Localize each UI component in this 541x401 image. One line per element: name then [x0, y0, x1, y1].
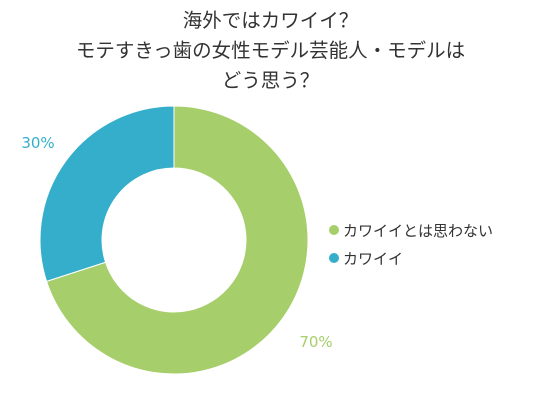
chart-title-line-3: どう思う？ [221, 69, 320, 92]
chart-title: 海外ではカワイイ？ モテすきっ歯の女性モデル芸能人・モデルは どう思う？ [0, 6, 541, 96]
donut-slice-1 [45, 105, 309, 375]
donut-slice-2 [39, 105, 175, 283]
legend-marker-2 [329, 253, 339, 263]
chart-title-line-1: 海外ではカワイイ？ [182, 9, 359, 32]
legend-marker-1 [329, 225, 339, 235]
data-label-2: 30% [21, 134, 54, 152]
chart-title-line-2: モテすきっ歯の女性モデル芸能人・モデルは [75, 39, 466, 62]
legend-label-1: カワイイとは思わない [343, 222, 493, 240]
legend-label-2: カワイイ [343, 250, 403, 268]
data-label-1: 70% [299, 333, 332, 351]
